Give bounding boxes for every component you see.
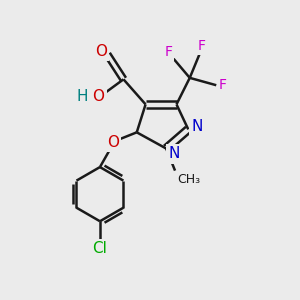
Text: F: F (164, 45, 172, 59)
Text: Cl: Cl (92, 241, 107, 256)
Text: CH₃: CH₃ (177, 173, 200, 186)
Text: F: F (219, 78, 227, 92)
Text: F: F (197, 39, 206, 53)
Text: N: N (191, 119, 203, 134)
Text: O: O (92, 89, 104, 104)
Text: O: O (95, 44, 107, 59)
Text: H: H (76, 89, 88, 104)
Text: N: N (169, 146, 180, 161)
Text: O: O (107, 135, 119, 150)
